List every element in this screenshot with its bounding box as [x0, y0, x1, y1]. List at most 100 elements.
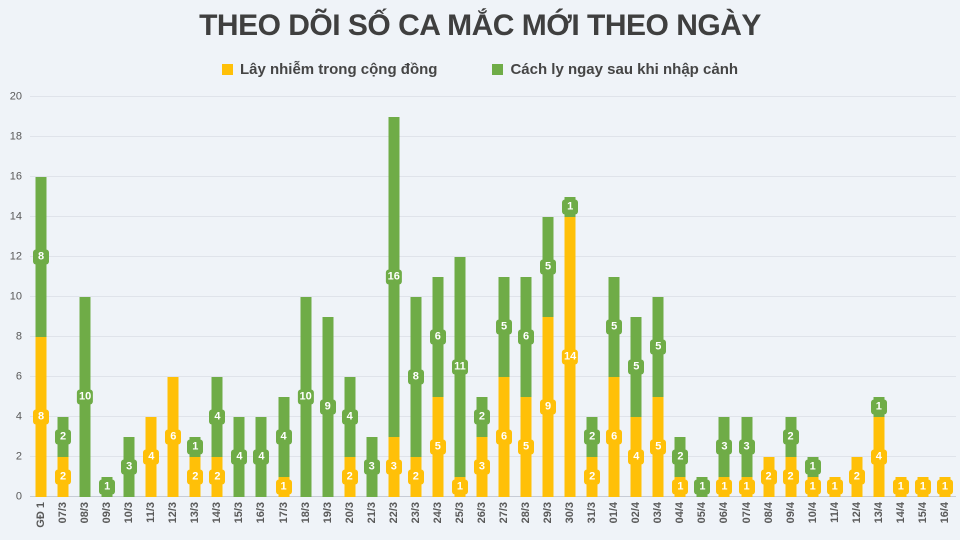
data-label: 1	[451, 479, 468, 495]
data-label: 4	[870, 449, 887, 465]
data-label: 5	[540, 259, 557, 275]
data-label: 10	[76, 389, 94, 405]
bar-column: 10 18/3	[295, 97, 317, 523]
data-label: 2	[782, 469, 799, 485]
bar-column: 8 8 GĐ 1	[30, 97, 52, 528]
data-label: 4	[231, 449, 248, 465]
gridline	[30, 456, 956, 457]
data-label: 4	[341, 409, 358, 425]
data-label: 6	[429, 329, 446, 345]
data-label: 1	[738, 479, 755, 495]
data-label: 5	[496, 319, 512, 335]
data-label: 4	[143, 449, 160, 465]
x-axis-label: 25/3	[453, 502, 466, 524]
y-tick-label: 16	[9, 170, 22, 183]
data-label: 1	[892, 479, 909, 495]
x-axis-label: 11/3	[145, 502, 158, 523]
bar-column: 1 15/4	[912, 97, 934, 523]
bar-column: 1 2 04/4	[669, 97, 691, 523]
x-axis-label: 22/3	[387, 502, 400, 524]
legend: Lây nhiễm trong cộng đồng Cách ly ngay sa…	[0, 61, 960, 78]
data-label: 1	[914, 479, 931, 495]
bar-column: 2 2 09/4	[780, 97, 802, 523]
bar-column: 2 08/4	[758, 97, 780, 523]
x-axis-label: 09/4	[784, 502, 797, 524]
data-label: 2	[473, 409, 490, 425]
x-axis-label: 10/3	[123, 502, 136, 524]
bar-column: 9 19/3	[317, 97, 339, 523]
x-axis-label: 23/3	[409, 502, 422, 524]
data-label: 8	[407, 369, 424, 385]
bar-column: 4 15/3	[228, 97, 250, 523]
x-axis-label: 19/3	[321, 502, 334, 524]
x-axis-label: 12/4	[850, 502, 863, 524]
bar-column: 6 5 01/4	[603, 97, 625, 523]
x-axis-label: 13/4	[872, 502, 885, 524]
bar-column: 2 12/4	[846, 97, 868, 523]
bar-column: 4 11/3	[140, 97, 162, 523]
x-axis-label: 24/3	[431, 502, 444, 524]
gridline	[30, 376, 956, 377]
bar-column: 1 16/4	[934, 97, 956, 523]
data-label: 1	[275, 479, 292, 495]
data-label: 3	[473, 459, 490, 475]
y-tick-label: 12	[9, 250, 22, 263]
data-label: 1	[936, 479, 953, 495]
data-label: 1	[716, 479, 733, 495]
data-label: 9	[540, 399, 557, 415]
data-label: 1	[187, 439, 204, 455]
data-label: 6	[518, 329, 535, 345]
y-tick-label: 4	[15, 410, 22, 423]
bar-column: 2 2 31/3	[581, 97, 603, 523]
bar-column: 2 2 07/3	[52, 97, 74, 523]
data-label: 3	[363, 459, 380, 475]
data-label: 2	[672, 449, 689, 465]
plot-area: 8 8 GĐ 1 2 2 07/3 10 08/3 1 09/3 3 10/3 4 11/3 6 12/3 2 1…	[30, 96, 956, 528]
data-label: 2	[848, 469, 865, 485]
data-label: 3	[738, 439, 755, 455]
gridline	[30, 96, 956, 97]
legend-swatch-icon	[492, 64, 504, 75]
bar-column: 1 4 17/3	[273, 97, 295, 523]
legend-label: Cách ly ngay sau khi nhập cảnh	[510, 61, 739, 78]
data-label: 4	[209, 409, 226, 425]
bar-column: 1 14/4	[890, 97, 912, 523]
bar-column: 4 5 02/4	[625, 97, 647, 523]
x-axis-label: 30/3	[564, 502, 577, 524]
data-label: 2	[55, 429, 72, 445]
data-label: 2	[187, 469, 204, 485]
gridline	[30, 336, 956, 337]
bar-column: 1 09/3	[96, 97, 118, 523]
data-label: 6	[606, 429, 623, 445]
bar-column: 1 3 07/4	[736, 97, 758, 523]
data-label: 5	[429, 439, 446, 455]
bar-column: 5 5 03/4	[647, 97, 669, 523]
data-label: 5	[606, 319, 623, 335]
x-axis-label: 20/3	[343, 502, 356, 524]
y-tick-label: 14	[9, 210, 22, 223]
x-axis-label: 15/4	[916, 502, 929, 524]
y-tick-label: 2	[15, 450, 22, 463]
bar-column: 2 1 13/3	[184, 97, 206, 523]
y-tick-label: 8	[15, 330, 22, 343]
bar-column: 1 05/4	[691, 97, 713, 523]
data-label: 2	[209, 469, 226, 485]
data-label: 5	[518, 439, 535, 455]
bar-column: 3 21/3	[361, 97, 383, 523]
bar-column: 5 6 24/3	[427, 97, 449, 523]
x-axis-label: 13/3	[189, 502, 202, 524]
x-axis-label: GĐ 1	[35, 502, 48, 528]
data-label: 2	[760, 469, 777, 485]
bar-column: 1 3 06/4	[713, 97, 735, 523]
x-axis-label: 05/4	[696, 502, 709, 524]
x-axis-label: 21/3	[365, 502, 378, 524]
data-label: 1	[870, 399, 887, 415]
data-label: 5	[650, 339, 667, 355]
data-label: 2	[407, 469, 424, 485]
data-label: 2	[782, 429, 799, 445]
data-label: 14	[562, 349, 579, 365]
data-label: 2	[341, 469, 358, 485]
data-label: 16	[385, 269, 402, 285]
y-axis: 0 2 4 6 8 10 12 14 16 18 20	[0, 91, 25, 502]
